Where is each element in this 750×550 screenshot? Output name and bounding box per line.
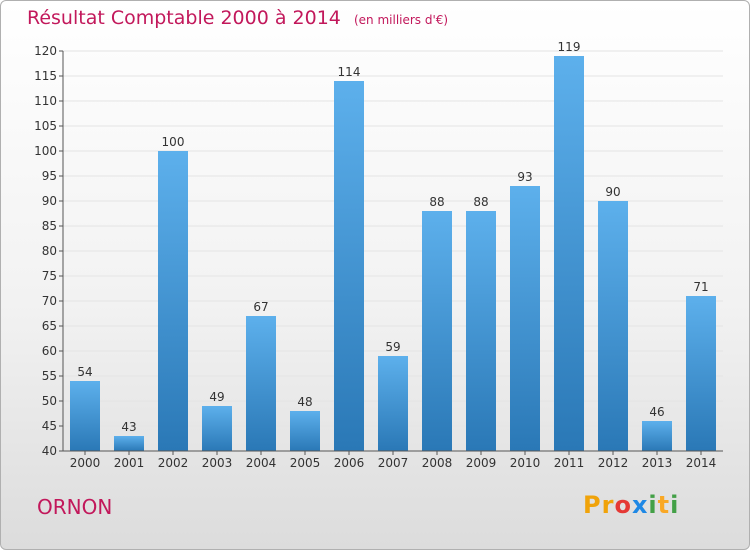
bar-2001 [114,436,144,451]
y-tick-label: 115 [34,69,57,83]
logo-letter: t [657,491,671,519]
bar-value-label: 46 [649,405,664,419]
x-tick-label: 2003 [202,456,233,470]
y-tick-label: 40 [42,444,57,458]
x-tick-label: 2007 [378,456,409,470]
bar-value-label: 100 [162,135,185,149]
logo-letter: x [631,491,649,519]
x-tick-label: 2013 [642,456,673,470]
bar-value-label: 114 [338,65,361,79]
y-tick-label: 75 [42,269,57,283]
chart-title: Résultat Comptable 2000 à 2014 [27,7,341,29]
bar-value-label: 59 [385,340,400,354]
bar-2006 [334,81,364,451]
y-tick-label: 60 [42,344,57,358]
bar-value-label: 48 [297,395,312,409]
bar-2004 [246,316,276,451]
x-tick-label: 2011 [554,456,585,470]
y-tick-label: 90 [42,194,57,208]
x-tick-label: 2014 [686,456,717,470]
bar-value-label: 119 [558,40,581,54]
commune-name: ORNON [37,495,113,519]
bar-value-label: 93 [517,170,532,184]
bar-2008 [422,211,452,451]
bar-2014 [686,296,716,451]
bar-value-label: 88 [473,195,488,209]
proxiti-logo: Proxiti [583,491,679,519]
x-tick-label: 2008 [422,456,453,470]
bar-2003 [202,406,232,451]
bar-2002 [158,151,188,451]
axes: 40 45 50 55 60 65 70 75 80 85 90 95 100 105 110 115 120 2… [34,44,723,470]
logo-letter: r [601,491,615,519]
y-tick-label: 65 [42,319,57,333]
bar-2010 [510,186,540,451]
bar-2009 [466,211,496,451]
y-tick-label: 55 [42,369,57,383]
x-tick-label: 2005 [290,456,321,470]
bar-2012 [598,201,628,451]
logo-letter: o [614,491,632,519]
x-tick-label: 2009 [466,456,497,470]
bar-value-label: 49 [209,390,224,404]
bar-value-label: 54 [77,365,92,379]
bar-2007 [378,356,408,451]
x-tick-label: 2002 [158,456,189,470]
x-tick-label: 2004 [246,456,277,470]
y-tick-label: 50 [42,394,57,408]
bar-2005 [290,411,320,451]
y-tick-label: 85 [42,219,57,233]
x-tick-label: 2000 [70,456,101,470]
y-tick-label: 95 [42,169,57,183]
bar-value-label: 88 [429,195,444,209]
y-tick-label: 110 [34,94,57,108]
bar-value-label: 71 [693,280,708,294]
bar-2000 [70,381,100,451]
bar-2013 [642,421,672,451]
bar-value-label: 67 [253,300,268,314]
logo-letter: P [583,491,602,519]
x-tick-label: 2001 [114,456,145,470]
x-tick-label: 2012 [598,456,629,470]
y-tick-label: 70 [42,294,57,308]
chart-unit: (en milliers d'€) [353,13,449,27]
chart-title-block: Résultat Comptable 2000 à 2014 (en milli… [27,7,448,29]
y-tick-label: 120 [34,44,57,58]
logo-letter: i [670,491,680,519]
x-tick-label: 2006 [334,456,365,470]
bars: 54 43 100 49 67 48 114 59 88 88 93 119 90 46 71 [70,40,716,451]
x-tick-label: 2010 [510,456,541,470]
y-tick-label: 80 [42,244,57,258]
bar-value-label: 43 [121,420,136,434]
y-tick-label: 105 [34,119,57,133]
bar-value-label: 90 [605,185,620,199]
logo-letter: i [648,491,658,519]
bar-2011 [554,56,584,451]
y-tick-label: 100 [34,144,57,158]
y-tick-label: 45 [42,419,57,433]
